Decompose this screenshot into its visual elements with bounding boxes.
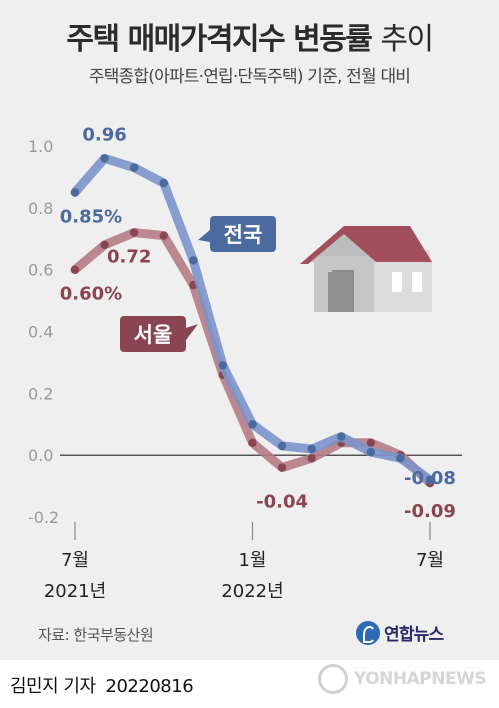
yonhap-logo-icon xyxy=(356,620,380,645)
chart-card xyxy=(0,0,499,660)
x-tick-label: 7월 xyxy=(416,550,444,571)
data-point xyxy=(248,420,257,429)
watermark-icon xyxy=(318,664,348,694)
data-point xyxy=(366,447,376,457)
data-point xyxy=(100,240,109,250)
data-label: -0.08 xyxy=(404,468,456,489)
watermark-text: YONHAPNEWS xyxy=(354,669,487,689)
data-label: -0.04 xyxy=(256,492,308,513)
y-tick-label: -0.2 xyxy=(28,508,59,527)
yonhap-logo-text: 연합뉴스 xyxy=(384,625,444,645)
chart-subtitle: 주택종합(아파트·연립·단독주택) 기준, 전월 대비 xyxy=(88,67,411,87)
data-point xyxy=(218,361,228,370)
author: 김민지 기자 xyxy=(10,676,96,697)
data-point xyxy=(366,438,376,447)
legend-tag-national-box xyxy=(210,216,276,252)
legend-tag-national: 전국 xyxy=(198,216,276,252)
footer xyxy=(0,660,499,708)
data-label: -0.09 xyxy=(404,501,456,522)
legend-tag-national-text: 전국 xyxy=(224,223,263,247)
data-label: 0.96 xyxy=(82,124,126,145)
data-point xyxy=(70,188,80,197)
data-point xyxy=(396,454,405,463)
legend-tag-seoul-pointer xyxy=(186,324,198,340)
y-tick-label: 1.0 xyxy=(28,137,53,156)
legend-tag-seoul-box xyxy=(120,316,186,352)
legend-tag-seoul-text: 서울 xyxy=(134,323,173,347)
chart-title: 주택 매매가격지수 변동률 추이 xyxy=(0,14,499,58)
data-point xyxy=(307,444,316,454)
x-tick-year: 2021년 xyxy=(44,581,106,602)
data-point xyxy=(277,463,287,472)
data-point xyxy=(337,432,346,441)
line-chart: 1.0 0.8 0.6 0.4 0.2 0.0 -0.2 7월 2021년 1월 2022년 7월 0.… xyxy=(28,124,462,602)
data-point xyxy=(159,231,168,240)
data-point xyxy=(425,475,435,485)
data-label: 0.60% xyxy=(60,284,122,305)
y-tick-label: 0.8 xyxy=(28,199,53,218)
data-point xyxy=(307,454,316,463)
data-point xyxy=(277,441,287,451)
data-point xyxy=(129,163,139,172)
x-tick-label: 1월 xyxy=(238,550,266,571)
data-point xyxy=(159,178,168,188)
y-tick-label: 0.2 xyxy=(28,384,53,403)
house-window xyxy=(392,272,402,292)
y-tick-label: 0.4 xyxy=(28,323,53,342)
watermark: YONHAPNEWS xyxy=(318,664,487,694)
house-gable xyxy=(304,226,384,262)
house-wall-right xyxy=(374,262,432,312)
yonhap-logo: 연합뉴스 xyxy=(356,620,444,645)
data-point xyxy=(100,154,109,163)
data-label: 0.72 xyxy=(107,247,151,268)
data-point xyxy=(248,438,257,447)
publish-date: 20220816 xyxy=(105,676,194,697)
house-icon xyxy=(300,226,432,312)
source-note: 자료: 한국부동산원 xyxy=(38,626,154,644)
x-tick-label: 7월 xyxy=(61,550,89,571)
byline: 김민지 기자 20220816 xyxy=(10,672,194,698)
y-tick-label: 0.6 xyxy=(28,261,53,280)
y-tick-label: 0.0 xyxy=(28,446,53,465)
house-roof xyxy=(300,226,432,264)
data-point xyxy=(189,256,198,265)
x-tick-year: 2022년 xyxy=(221,581,283,602)
chart-title-suffix: 추이 xyxy=(380,22,434,57)
legend-tag-seoul: 서울 xyxy=(120,316,198,352)
data-point xyxy=(129,228,139,237)
house-window xyxy=(412,272,422,292)
legend-tag-national-pointer xyxy=(198,230,210,242)
chart-title-main: 주택 매매가격지수 변동률 xyxy=(66,22,373,57)
house-door xyxy=(328,272,352,312)
data-point xyxy=(70,265,80,274)
data-label: 0.85% xyxy=(60,206,122,227)
